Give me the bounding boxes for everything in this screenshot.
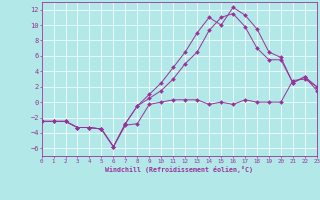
X-axis label: Windchill (Refroidissement éolien,°C): Windchill (Refroidissement éolien,°C)	[105, 166, 253, 173]
